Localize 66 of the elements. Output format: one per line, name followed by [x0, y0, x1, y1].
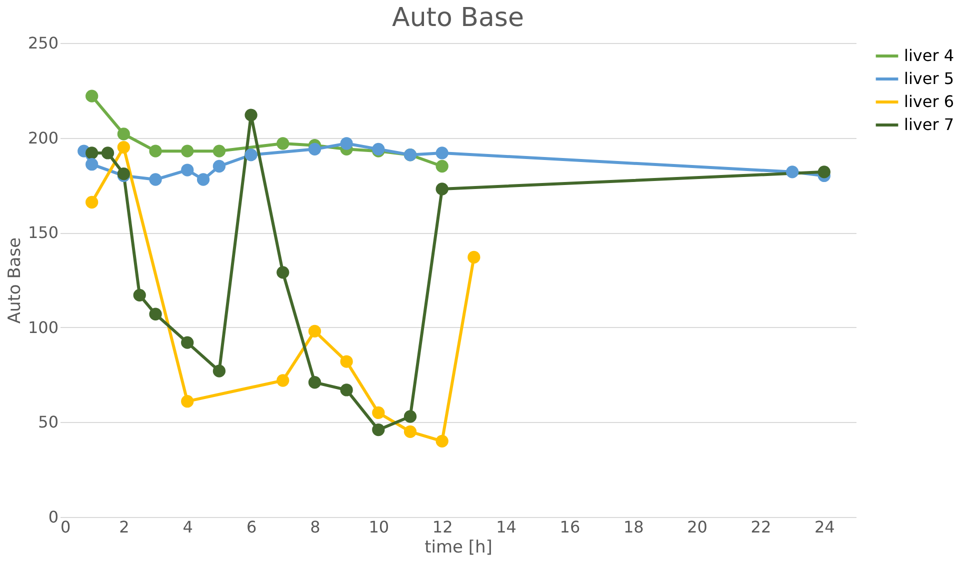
y-tick-label: 100	[28, 318, 58, 337]
point	[404, 410, 417, 423]
point	[181, 164, 194, 176]
x-tick-label: 20	[687, 518, 708, 536]
point	[818, 166, 830, 178]
x-tick-label: 22	[750, 518, 772, 536]
point	[86, 196, 98, 209]
x-tick-label: 8	[310, 518, 320, 536]
x-tick-label: 14	[496, 518, 516, 536]
point	[86, 146, 98, 160]
x-tick-label: 10	[368, 518, 390, 536]
point	[308, 376, 322, 389]
point	[436, 434, 448, 448]
x-tick-label: 4	[182, 518, 193, 536]
point	[101, 146, 114, 160]
legend-label: liver 6	[904, 92, 954, 111]
point	[372, 406, 385, 420]
point	[436, 182, 448, 196]
point	[117, 140, 130, 154]
point	[117, 128, 130, 140]
point	[436, 160, 448, 173]
point	[244, 108, 258, 122]
point	[276, 374, 290, 387]
point	[181, 395, 194, 408]
point	[308, 324, 322, 338]
point	[212, 160, 226, 173]
y-tick-label: 150	[28, 223, 58, 242]
point	[149, 144, 162, 158]
point	[404, 425, 417, 438]
point	[244, 148, 258, 162]
x-tick-label: 6	[246, 518, 257, 536]
point	[212, 144, 226, 158]
point	[372, 423, 385, 436]
point	[276, 266, 290, 279]
point	[86, 158, 98, 171]
legend-label: liver 5	[904, 69, 954, 88]
x-tick-label: 24	[814, 518, 835, 536]
point	[468, 250, 480, 264]
x-tick-label: 2	[119, 518, 130, 536]
x-tick-label: 18	[623, 518, 644, 536]
point	[786, 166, 799, 178]
x-tick-label: 16	[560, 518, 580, 536]
point	[308, 142, 322, 156]
point	[276, 137, 290, 150]
x-tick-label: 0	[60, 518, 71, 536]
x-axis-title: time [h]	[424, 538, 492, 558]
point	[181, 144, 194, 158]
y-tick-label: 200	[28, 128, 58, 148]
point	[436, 146, 448, 160]
point	[196, 173, 210, 186]
x-tick-label: 12	[432, 518, 453, 536]
point	[340, 355, 353, 368]
point	[340, 384, 353, 396]
point	[149, 173, 162, 186]
y-tick-label: 50	[38, 412, 58, 432]
point	[133, 288, 146, 302]
point	[149, 308, 162, 320]
point	[340, 137, 353, 150]
legend-label: liver 7	[904, 115, 954, 134]
y-tick-label: 250	[28, 34, 58, 52]
point	[86, 90, 98, 102]
point	[212, 364, 226, 378]
chart-title: Auto Base	[392, 3, 524, 33]
legend-label: liver 4	[904, 46, 954, 65]
y-axis-title: Auto Base	[4, 237, 25, 324]
point	[181, 336, 194, 349]
